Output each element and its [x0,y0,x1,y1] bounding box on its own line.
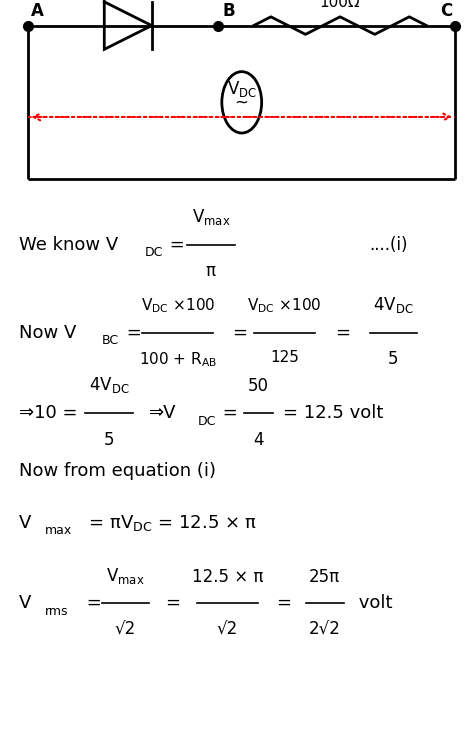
Text: V: V [19,594,31,612]
Text: 5: 5 [388,350,399,368]
Text: rms: rms [45,605,69,618]
Text: =: = [121,324,142,341]
Text: V$_{\mathrm{DC}}$ ×100: V$_{\mathrm{DC}}$ ×100 [247,296,321,315]
Text: = πV$_{\mathrm{DC}}$ = 12.5 × π: = πV$_{\mathrm{DC}}$ = 12.5 × π [83,512,257,533]
Text: 50: 50 [248,377,269,395]
Text: =: = [232,324,247,341]
Text: 100Ω: 100Ω [320,0,360,10]
Text: DC: DC [198,414,217,428]
Text: V$_{\mathrm{max}}$: V$_{\mathrm{max}}$ [106,566,145,586]
Text: ⇒10 =: ⇒10 = [19,404,77,422]
Text: 4V$_{\mathrm{DC}}$: 4V$_{\mathrm{DC}}$ [89,376,129,395]
Text: V$_{\mathrm{DC}}$: V$_{\mathrm{DC}}$ [227,79,257,99]
Text: 100 + R$_{\mathrm{AB}}$: 100 + R$_{\mathrm{AB}}$ [139,350,217,369]
Text: max: max [45,524,72,537]
Text: V: V [19,514,31,531]
Text: 125: 125 [270,350,299,366]
Text: 2√2: 2√2 [309,621,341,639]
Text: ....(i): ....(i) [370,236,408,254]
Text: Now V: Now V [19,324,76,341]
Text: =: = [81,594,101,612]
Text: V$_{\mathrm{DC}}$ ×100: V$_{\mathrm{DC}}$ ×100 [141,296,215,315]
Text: √2: √2 [217,621,238,639]
Text: √2: √2 [115,621,136,639]
Text: =: = [276,594,291,612]
Text: =: = [165,594,181,612]
Text: = 12.5 volt: = 12.5 volt [283,404,383,422]
Text: 25π: 25π [309,567,340,586]
Text: Now from equation (i): Now from equation (i) [19,463,216,480]
Text: B: B [223,1,236,20]
Text: 4V$_{\mathrm{DC}}$: 4V$_{\mathrm{DC}}$ [373,295,414,315]
Text: A: A [31,1,44,20]
Text: BC: BC [102,334,119,347]
Text: DC: DC [145,246,163,260]
Text: =: = [335,324,350,341]
Text: =: = [164,236,184,254]
Text: =: = [217,404,238,422]
Text: C: C [440,1,453,20]
Text: 4: 4 [253,431,264,449]
Text: ⇒V: ⇒V [149,404,177,422]
Text: V$_{\mathrm{max}}$: V$_{\mathrm{max}}$ [191,208,230,227]
Text: 5: 5 [104,431,114,449]
Text: 12.5 × π: 12.5 × π [192,567,263,586]
Text: We know V: We know V [19,236,118,254]
Text: π: π [206,262,216,281]
Text: ~: ~ [235,94,249,111]
Text: volt: volt [353,594,392,612]
